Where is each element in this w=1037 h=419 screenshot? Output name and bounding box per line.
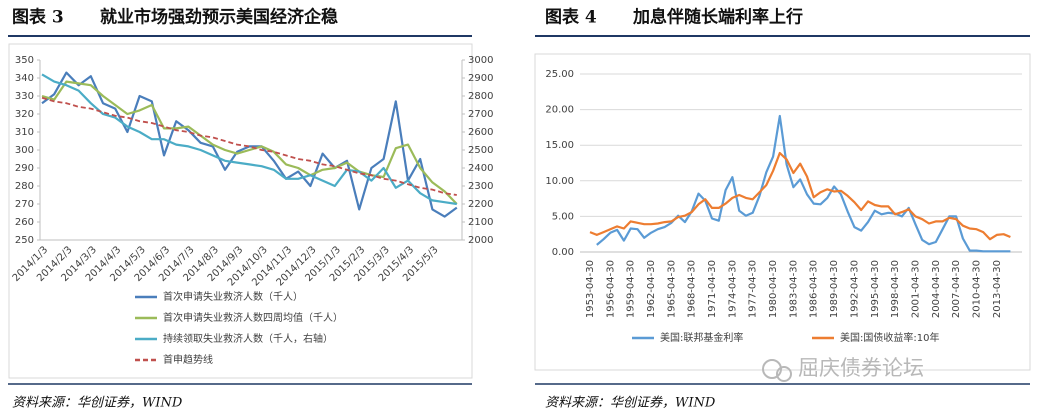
legend-label: 首次申请失业救济人数（千人）	[163, 290, 303, 303]
x-tick-label: 1974-04-30	[727, 260, 738, 318]
y2-tick-label: 2200	[468, 199, 493, 210]
x-tick-label: 1980-04-30	[768, 260, 779, 318]
watermark: 屈庆债券论坛	[798, 356, 924, 380]
series-line	[41, 71, 458, 218]
y2-tick-label: 2100	[468, 217, 493, 228]
y-tick-label: 330	[15, 91, 34, 102]
x-tick-label: 1956-04-30	[605, 260, 616, 318]
y-tick-label: 320	[15, 109, 34, 120]
x-tick-label: 1983-04-30	[788, 260, 799, 318]
y-tick-label: 15.00	[545, 140, 574, 151]
chart-title: 就业市场强劲预示美国经济企稳	[100, 7, 338, 28]
series-line	[41, 80, 458, 205]
y2-tick-label: 2000	[468, 235, 493, 246]
y-tick-label: 350	[15, 55, 34, 66]
y2-tick-label: 2800	[468, 91, 493, 102]
legend-label: 美国:联邦基金利率	[660, 331, 743, 344]
figure-label: 图表 4	[545, 7, 597, 28]
y-tick-label: 20.00	[545, 105, 574, 116]
watermark-icon	[762, 359, 792, 382]
y-tick-label: 280	[15, 181, 34, 192]
legend-label: 首申趋势线	[163, 353, 213, 366]
y2-tick-label: 3000	[468, 55, 493, 66]
y2-tick-label: 2300	[468, 181, 493, 192]
legend-label: 美国:国债收益率:10年	[840, 331, 939, 344]
series-line	[589, 151, 1011, 241]
series-line	[596, 114, 1011, 253]
x-tick-label: 1986-04-30	[809, 260, 820, 318]
x-tick-label: 2010-04-30	[971, 260, 982, 318]
chart-title: 加息伴随长端利率上行	[632, 7, 803, 28]
y-tick-label: 260	[15, 217, 34, 228]
source-note: 资料来源：华创证券，WIND	[12, 396, 183, 411]
series-line	[41, 73, 457, 206]
x-tick-label: 1968-04-30	[687, 260, 698, 318]
x-tick-label: 1971-04-30	[707, 260, 718, 318]
figure-label: 图表 3	[12, 7, 64, 28]
x-tick-label: 1998-04-30	[890, 260, 901, 318]
x-tick-label: 1962-04-30	[646, 260, 657, 318]
x-tick-label: 1959-04-30	[626, 260, 637, 318]
y-tick-label: 0.00	[552, 247, 574, 258]
y-tick-label: 250	[15, 235, 34, 246]
y-tick-label: 10.00	[545, 176, 574, 187]
y2-tick-label: 2600	[468, 127, 493, 138]
x-tick-label: 2001-04-30	[910, 260, 921, 318]
x-tick-label: 1989-04-30	[829, 260, 840, 318]
y-tick-label: 5.00	[552, 211, 574, 222]
y-tick-label: 270	[15, 199, 34, 210]
chart-frame	[8, 43, 473, 379]
x-tick-label: 2007-04-30	[951, 260, 962, 318]
x-tick-label: 2013-04-30	[992, 260, 1003, 318]
y-tick-label: 290	[15, 163, 34, 174]
y-tick-label: 340	[15, 73, 34, 84]
y2-tick-label: 2900	[468, 73, 493, 84]
y-tick-label: 310	[15, 127, 34, 138]
x-tick-label: 1965-04-30	[666, 260, 677, 318]
chart-frame	[534, 53, 1031, 371]
legend-label: 首次申请失业救济人数四周均值（千人）	[163, 311, 343, 324]
y-tick-label: 25.00	[545, 69, 574, 80]
x-tick-label: 1977-04-30	[748, 260, 759, 318]
y-tick-label: 300	[15, 145, 34, 156]
y2-tick-label: 2500	[468, 145, 493, 156]
series-line	[41, 96, 457, 196]
x-tick-label: 2004-04-30	[931, 260, 942, 318]
source-note: 资料来源：华创证券，WIND	[545, 396, 716, 411]
x-tick-label: 1992-04-30	[849, 260, 860, 318]
legend-label: 持续领取失业救济人数（千人，右轴）	[163, 332, 333, 345]
y2-tick-label: 2400	[468, 163, 493, 174]
y2-tick-label: 2700	[468, 109, 493, 120]
x-tick-label: 1995-04-30	[870, 260, 881, 318]
x-tick-label: 1953-04-30	[585, 260, 596, 318]
